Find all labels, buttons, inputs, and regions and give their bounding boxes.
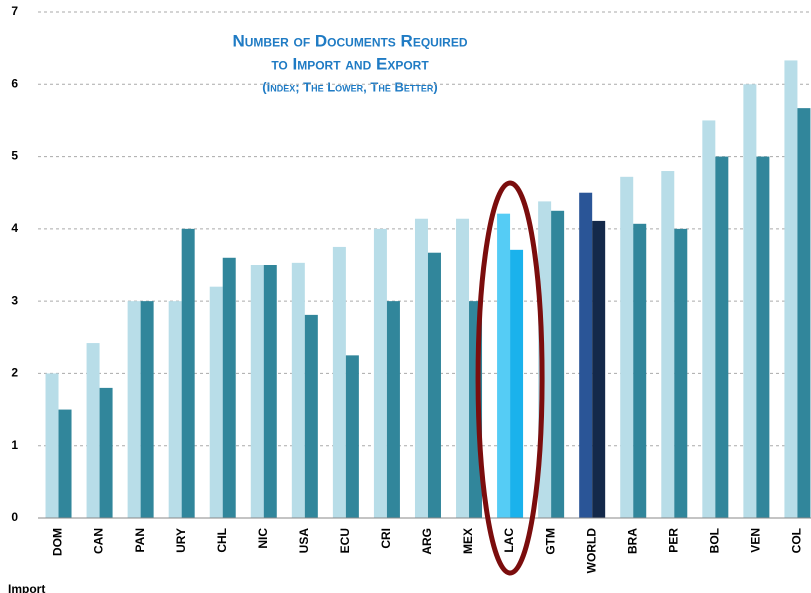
x-tick-label: CRI [379, 528, 393, 549]
x-tick-label: ECU [338, 528, 352, 553]
y-tick-label: 5 [11, 149, 18, 163]
bar [510, 249, 524, 518]
x-tick-label: CHL [215, 528, 229, 553]
x-tick-label: BOL [707, 528, 721, 553]
x-tick-label: USA [297, 528, 311, 554]
x-tick-label: ARG [420, 528, 434, 555]
bar [263, 265, 277, 518]
y-tick-label: 1 [11, 438, 18, 452]
bar [702, 120, 716, 518]
bar [620, 176, 634, 518]
legend-label: Import [8, 582, 45, 593]
x-tick-label: DOM [51, 528, 65, 556]
x-tick-label: NIC [256, 528, 270, 549]
bar [58, 409, 72, 518]
bar [345, 355, 359, 518]
y-tick-label: 2 [11, 366, 18, 380]
x-tick-label: BRA [625, 528, 639, 554]
bar [209, 286, 223, 518]
x-tick-label: MEX [461, 528, 475, 554]
x-tick-label: GTM [543, 528, 557, 555]
y-tick-label: 4 [11, 221, 18, 235]
bar [456, 218, 470, 519]
bar [551, 210, 565, 519]
y-tick-label: 3 [11, 293, 18, 307]
bar [332, 246, 346, 518]
bar [674, 228, 688, 518]
bar [373, 228, 387, 518]
bar [427, 252, 441, 518]
bar [784, 60, 798, 518]
x-tick-label: PER [666, 528, 680, 553]
chart-title: to Import and Export [271, 54, 429, 73]
x-tick-label: COL [790, 528, 804, 553]
bar [592, 220, 606, 519]
x-tick-label: LAC [502, 528, 516, 553]
bar [168, 301, 182, 518]
bar [140, 301, 154, 518]
bar [743, 84, 757, 519]
bar [86, 343, 100, 518]
bar [756, 156, 770, 519]
y-tick-label: 7 [11, 4, 18, 18]
bar [304, 314, 318, 518]
bar [797, 108, 811, 518]
bar [497, 213, 511, 519]
x-tick-label: VEN [749, 528, 763, 553]
bar [250, 265, 264, 518]
bar [579, 192, 593, 518]
bar [661, 171, 675, 518]
x-tick-label: WORLD [584, 528, 598, 574]
y-tick-label: 6 [11, 76, 18, 90]
x-tick-label: CAN [92, 528, 106, 554]
bar [127, 301, 141, 518]
chart-subtitle: (Index; The Lower, The Better) [262, 79, 437, 94]
bar [222, 257, 236, 518]
bar [715, 156, 729, 519]
bar [633, 223, 647, 518]
highlight-ellipse [475, 180, 545, 576]
bar [99, 387, 113, 518]
x-tick-label: URY [174, 528, 188, 553]
chart-title: Number of Documents Required [232, 31, 467, 50]
y-tick-label: 0 [11, 510, 18, 524]
bar [181, 228, 195, 518]
bar [291, 262, 305, 518]
bar [45, 373, 59, 518]
bar [386, 301, 400, 518]
x-tick-label: PAN [133, 528, 147, 552]
bar [414, 218, 428, 519]
